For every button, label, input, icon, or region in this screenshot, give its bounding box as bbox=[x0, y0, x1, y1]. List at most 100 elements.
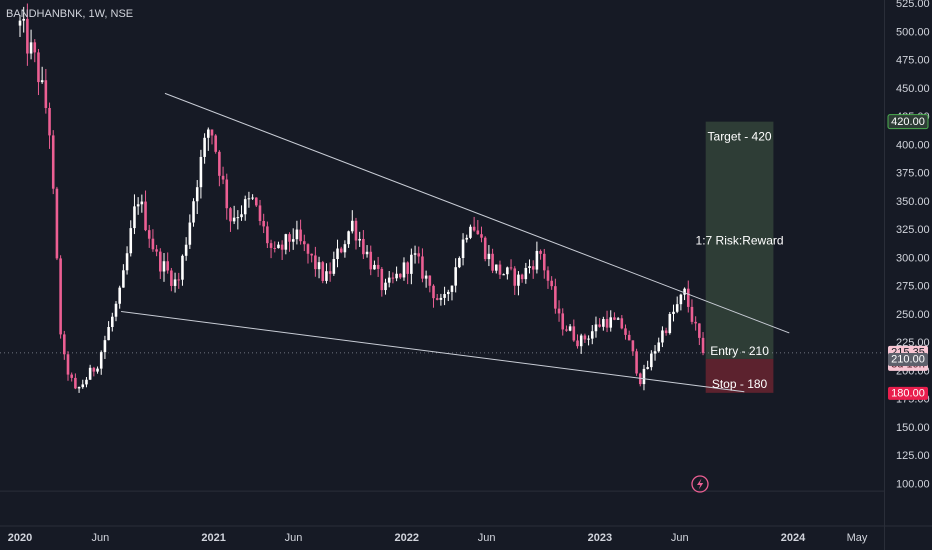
candle-body bbox=[18, 20, 22, 26]
candle-body bbox=[306, 244, 310, 254]
candle-body bbox=[221, 175, 225, 180]
candle-body bbox=[63, 334, 66, 355]
candle-body bbox=[509, 267, 513, 269]
candle-body bbox=[587, 338, 590, 340]
stop-price-tag-bg bbox=[888, 386, 928, 400]
price-tick-label: 250.00 bbox=[896, 309, 930, 321]
candle-body bbox=[402, 262, 406, 278]
candle-body bbox=[631, 340, 635, 352]
candle-body bbox=[613, 317, 616, 320]
candle-body bbox=[280, 244, 284, 250]
candle-body bbox=[653, 351, 657, 354]
candle-body bbox=[236, 217, 240, 219]
time-tick-label: Jun bbox=[92, 532, 110, 544]
candlestick-series bbox=[18, 3, 705, 393]
candle-body bbox=[129, 228, 133, 254]
candle-body bbox=[565, 329, 568, 331]
candle-body bbox=[277, 244, 280, 249]
candle-body bbox=[195, 187, 199, 202]
candle-body bbox=[572, 326, 576, 341]
candle-body bbox=[77, 387, 81, 389]
candle-body bbox=[258, 205, 262, 221]
candle-body bbox=[590, 331, 594, 339]
candle-body bbox=[698, 323, 701, 338]
candle-body bbox=[391, 277, 395, 279]
candle-body bbox=[446, 291, 450, 295]
candle-body bbox=[461, 239, 465, 259]
candle-body bbox=[33, 42, 37, 53]
candle-body bbox=[188, 222, 192, 245]
entry-label: Entry - 210 bbox=[710, 344, 769, 358]
candle-body bbox=[384, 282, 387, 291]
candle-body bbox=[554, 286, 557, 309]
candle-body bbox=[668, 313, 672, 334]
candle-body bbox=[147, 230, 151, 239]
price-tick-label: 500.00 bbox=[896, 26, 930, 38]
candle-body bbox=[92, 367, 96, 372]
candle-body bbox=[136, 204, 140, 207]
candle-body bbox=[325, 271, 328, 281]
candle-body bbox=[650, 353, 653, 368]
candle-body bbox=[243, 199, 247, 215]
candle-body bbox=[542, 253, 546, 271]
candle-body bbox=[627, 334, 631, 341]
candle-body bbox=[410, 254, 413, 274]
candle-body bbox=[483, 237, 487, 260]
time-axis[interactable]: 2020 Jun 2021 Jun 2022 Jun 2023 Jun 2024 May bbox=[8, 532, 868, 544]
candle-body bbox=[354, 220, 358, 241]
candle-body bbox=[99, 352, 103, 369]
candle-body bbox=[218, 151, 221, 176]
candle-body bbox=[428, 275, 432, 286]
target-price-tag-bg bbox=[887, 114, 929, 130]
candle-body bbox=[524, 267, 528, 280]
entry-price-tag-bg bbox=[888, 352, 928, 366]
candle-body bbox=[690, 306, 694, 322]
candle-body bbox=[362, 238, 365, 255]
candle-body bbox=[317, 262, 321, 270]
candle-body bbox=[247, 198, 251, 200]
candle-body bbox=[162, 261, 166, 272]
candle-body bbox=[583, 335, 587, 340]
candle-body bbox=[701, 337, 705, 353]
candle-body bbox=[406, 262, 409, 274]
candle-body bbox=[469, 226, 472, 238]
candle-body bbox=[421, 256, 424, 279]
candle-body bbox=[255, 197, 258, 206]
candle-body bbox=[310, 253, 313, 256]
price-tick-label: 450.00 bbox=[896, 83, 930, 95]
candle-body bbox=[70, 374, 73, 378]
candle-body bbox=[74, 377, 77, 389]
candle-body bbox=[181, 255, 184, 280]
candle-body bbox=[594, 324, 598, 332]
time-tick-label: 2023 bbox=[588, 532, 612, 544]
candle-body bbox=[140, 201, 144, 205]
candle-body bbox=[55, 188, 59, 259]
candle-body bbox=[273, 247, 277, 249]
candle-body bbox=[491, 253, 494, 271]
candle-body bbox=[517, 274, 520, 286]
price-tick-label: 475.00 bbox=[896, 55, 930, 67]
candle-body bbox=[365, 251, 369, 255]
candle-body bbox=[332, 259, 336, 274]
candle-body bbox=[373, 264, 376, 270]
candle-body bbox=[550, 280, 553, 287]
candle-body bbox=[413, 253, 417, 255]
price-tick-label: 375.00 bbox=[896, 168, 930, 180]
trendline-lower bbox=[120, 310, 745, 393]
target-zone bbox=[705, 121, 774, 359]
candle-body bbox=[232, 217, 236, 222]
candle-body bbox=[642, 368, 646, 385]
candle-body bbox=[51, 135, 55, 189]
candle-body bbox=[118, 287, 121, 304]
flash-icon[interactable] bbox=[691, 475, 709, 493]
candle-body bbox=[635, 351, 638, 374]
candle-body bbox=[85, 379, 88, 385]
candle-body bbox=[424, 275, 428, 279]
candle-body bbox=[443, 294, 446, 298]
candle-body bbox=[96, 368, 99, 372]
price-tick-label: 300.00 bbox=[896, 252, 930, 264]
stop-label: Stop - 180 bbox=[712, 377, 768, 391]
time-tick-label: Jun bbox=[478, 532, 496, 544]
